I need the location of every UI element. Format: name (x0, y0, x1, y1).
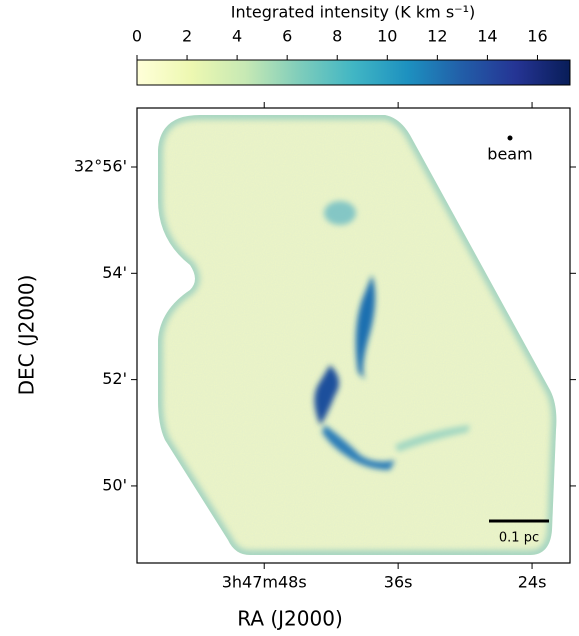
colorbar (136, 59, 571, 86)
colorbar-tick-label: 14 (477, 27, 497, 46)
x-axis-label: RA (J2000) (237, 607, 343, 631)
y-axis-label: DEC (J2000) (15, 275, 39, 396)
colorbar-tick-label: 4 (232, 27, 242, 46)
y-tick-label: 50' (102, 475, 127, 494)
x-tick-label: 36s (384, 573, 413, 592)
colorbar-tick-label: 8 (332, 27, 342, 46)
colorbar-tick-label: 2 (182, 27, 192, 46)
beam-marker (507, 135, 513, 141)
intensity-map (158, 115, 557, 555)
colorbar-label: Integrated intensity (K km s⁻¹) (231, 3, 476, 22)
beam-label: beam (487, 145, 532, 164)
plot-frame (136, 107, 571, 564)
colorbar-tick-label: 10 (377, 27, 397, 46)
x-tick-label: 3h47m48s (222, 573, 307, 592)
scale-bar-label: 0.1 pc (499, 531, 539, 546)
y-tick-label: 32°56' (74, 157, 127, 176)
y-tick-label: 54' (102, 263, 127, 282)
colorbar-tick-label: 6 (282, 27, 292, 46)
x-tick-label: 24s (518, 573, 547, 592)
y-tick-label: 52' (102, 369, 127, 388)
colorbar-tick-label: 12 (427, 27, 447, 46)
colorbar-tick-label: 0 (132, 27, 142, 46)
colorbar-tick-label: 16 (527, 27, 547, 46)
